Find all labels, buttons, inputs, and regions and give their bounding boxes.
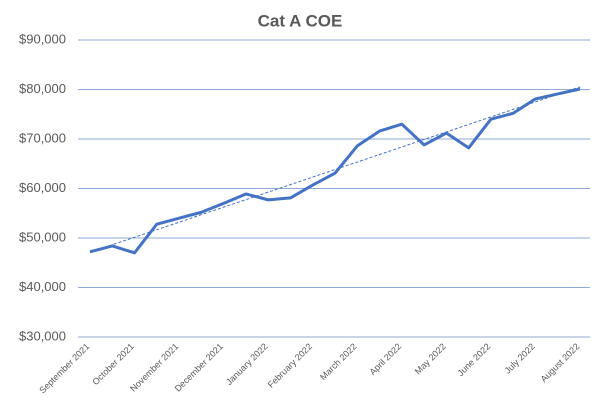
x-tick-label: June 2022 bbox=[456, 341, 493, 378]
chart-title: Cat A COE bbox=[258, 11, 343, 30]
y-tick-label: $50,000 bbox=[19, 229, 66, 244]
x-tick-label: April 2022 bbox=[368, 341, 404, 377]
y-tick-label: $70,000 bbox=[19, 130, 66, 145]
y-tick-label: $30,000 bbox=[19, 328, 66, 343]
x-tick-label: July 2022 bbox=[503, 341, 537, 375]
y-tick-label: $80,000 bbox=[19, 81, 66, 96]
x-tick-label: January 2022 bbox=[224, 341, 270, 387]
x-tick-label: August 2022 bbox=[539, 341, 582, 384]
x-tick-label: March 2022 bbox=[318, 341, 359, 382]
x-tick-label: February 2022 bbox=[266, 341, 314, 389]
y-tick-label: $90,000 bbox=[19, 31, 66, 46]
y-tick-label: $60,000 bbox=[19, 180, 66, 195]
x-tick-label: September 2021 bbox=[37, 341, 91, 395]
y-tick-label: $40,000 bbox=[19, 279, 66, 294]
x-tick-label: December 2021 bbox=[173, 341, 225, 393]
x-tick-label: May 2022 bbox=[413, 341, 448, 376]
trendline bbox=[89, 86, 581, 253]
data-line bbox=[89, 87, 581, 255]
x-tick-label: October 2021 bbox=[90, 341, 136, 387]
